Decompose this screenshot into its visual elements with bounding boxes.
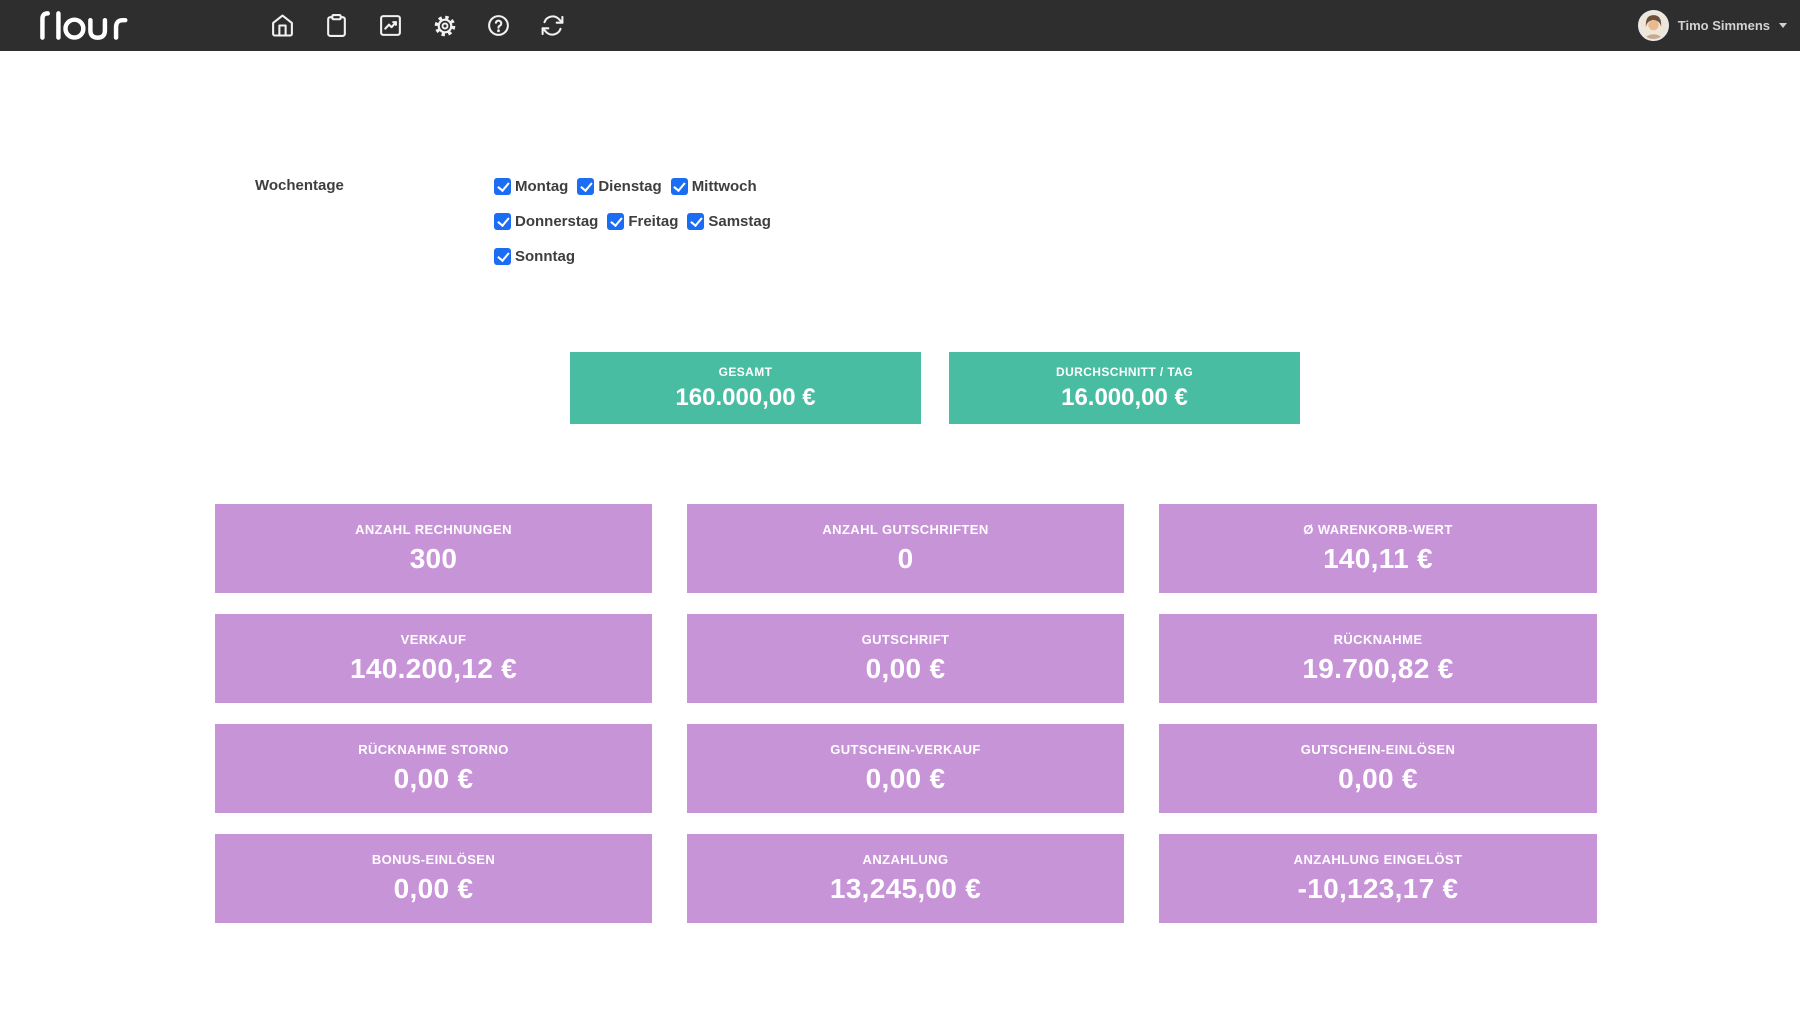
card-label: BONUS-EINLÖSEN <box>371 852 496 867</box>
card-value: 19.700,82 € <box>1302 653 1454 684</box>
freitag-checkbox[interactable] <box>607 213 625 230</box>
weekday-checkbox-samstag[interactable]: Samstag <box>687 213 771 230</box>
flour-logo[interactable] <box>28 10 146 41</box>
card-label: ANZAHLUNG <box>862 852 949 867</box>
card-label: VERKAUF <box>400 632 467 647</box>
top-navbar: Timo Simmens <box>0 0 1800 51</box>
card-value: 0,00 € <box>865 653 946 684</box>
metric-card-anzahl-gutschriften: ANZAHL GUTSCHRIFTEN 0 <box>687 504 1124 593</box>
weekday-checkbox-sonntag[interactable]: Sonntag <box>494 248 575 265</box>
card-label: RÜCKNAHME <box>1333 632 1423 647</box>
weekday-row-2: Donnerstag Freitag Samstag <box>494 204 780 239</box>
help-nav-button[interactable] <box>485 12 512 39</box>
metrics-grid: ANZAHL RECHNUNGEN 300 ANZAHL GUTSCHRIFTE… <box>215 504 1597 923</box>
samstag-checkbox[interactable] <box>687 213 705 230</box>
weekday-checkbox-dienstag[interactable]: Dienstag <box>577 178 662 195</box>
home-nav-button[interactable] <box>269 12 296 39</box>
settings-gear-icon <box>434 15 455 36</box>
clipboard-icon <box>327 14 346 37</box>
user-avatar <box>1637 10 1669 41</box>
metric-card-anzahl-rechnungen: ANZAHL RECHNUNGEN 300 <box>215 504 652 593</box>
weekday-checkbox-freitag[interactable]: Freitag <box>607 213 678 230</box>
weekday-row-3: Sonntag <box>494 239 780 274</box>
summary-cards: GESAMT 160.000,00 € DURCHSCHNITT / TAG 1… <box>570 352 1300 424</box>
card-value: 0,00 € <box>393 763 474 794</box>
card-value: 0 <box>897 543 914 574</box>
card-label: GESAMT <box>718 364 773 379</box>
metric-card-anzahlung-eingeloest: ANZAHLUNG EINGELÖST -10,123,17 € <box>1159 834 1597 923</box>
card-label: GUTSCHEIN-EINLÖSEN <box>1300 742 1456 757</box>
card-label: ANZAHL GUTSCHRIFTEN <box>822 522 989 537</box>
card-value: 0,00 € <box>393 873 474 904</box>
help-icon <box>488 15 509 36</box>
sonntag-checkbox[interactable] <box>494 248 511 265</box>
metric-card-verkauf: VERKAUF 140.200,12 € <box>215 614 652 703</box>
metric-card-gutschrift: GUTSCHRIFT 0,00 € <box>687 614 1124 703</box>
card-label: GUTSCHEIN-VERKAUF <box>830 742 981 757</box>
analytics-chart-icon <box>380 15 401 36</box>
flour-logo-icon <box>40 11 128 40</box>
metric-card-ruecknahme-storno: RÜCKNAHME STORNO 0,00 € <box>215 724 652 813</box>
card-label: RÜCKNAHME STORNO <box>358 742 509 757</box>
weekday-checkbox-montag[interactable]: Montag <box>494 178 568 195</box>
card-label: DURCHSCHNITT / TAG <box>1056 364 1193 379</box>
weekday-row-1: Montag Dienstag Mittwoch <box>494 169 780 204</box>
metric-card-warenkorb-wert: Ø WARENKORB-WERT 140,11 € <box>1159 504 1597 593</box>
card-value: -10,123,17 € <box>1297 873 1459 904</box>
card-label: GUTSCHRIFT <box>861 632 950 647</box>
card-value: 13,245,00 € <box>829 873 982 904</box>
summary-card-durchschnitt: DURCHSCHNITT / TAG 16.000,00 € <box>949 352 1300 424</box>
metric-card-gutschein-einloesen: GUTSCHEIN-EINLÖSEN 0,00 € <box>1159 724 1597 813</box>
card-label: ANZAHLUNG EINGELÖST <box>1293 852 1463 867</box>
metric-card-bonus-einloesen: BONUS-EINLÖSEN 0,00 € <box>215 834 652 923</box>
refresh-nav-button[interactable] <box>539 12 566 39</box>
analytics-nav-button[interactable] <box>377 12 404 39</box>
card-value: 140,11 € <box>1323 543 1433 574</box>
weekday-checkbox-donnerstag[interactable]: Donnerstag <box>494 213 598 230</box>
card-value: 140.200,12 € <box>349 653 518 684</box>
donnerstag-checkbox[interactable] <box>494 213 511 230</box>
user-menu[interactable]: Timo Simmens <box>1637 0 1787 51</box>
card-value: 160.000,00 € <box>675 383 816 411</box>
dienstag-checkbox[interactable] <box>577 178 595 195</box>
summary-card-gesamt: GESAMT 160.000,00 € <box>570 352 921 424</box>
user-name: Timo Simmens <box>1677 18 1770 33</box>
montag-checkbox[interactable] <box>494 178 511 195</box>
card-value: 0,00 € <box>1338 763 1418 794</box>
card-label: ANZAHL RECHNUNGEN <box>355 522 512 537</box>
mittwoch-checkbox[interactable] <box>670 178 688 195</box>
card-label: Ø WARENKORB-WERT <box>1303 522 1453 537</box>
card-value: 300 <box>409 543 458 574</box>
clipboard-nav-button[interactable] <box>323 12 350 39</box>
refresh-icon <box>541 15 564 36</box>
home-icon <box>272 14 293 37</box>
metric-card-anzahlung: ANZAHLUNG 13,245,00 € <box>687 834 1124 923</box>
weekdays-checkbox-group: Montag Dienstag Mittwoch Donnerstag Frei… <box>494 169 780 274</box>
weekdays-filter-label: Wochentage <box>255 177 344 194</box>
main-navigation <box>269 0 566 51</box>
metric-card-ruecknahme: RÜCKNAHME 19.700,82 € <box>1159 614 1597 703</box>
weekday-checkbox-mittwoch[interactable]: Mittwoch <box>670 178 757 195</box>
card-value: 16.000,00 € <box>1061 383 1188 411</box>
metric-card-gutschein-verkauf: GUTSCHEIN-VERKAUF 0,00 € <box>687 724 1124 813</box>
card-value: 0,00 € <box>865 763 946 794</box>
chevron-down-icon <box>1779 23 1787 28</box>
settings-nav-button[interactable] <box>431 12 458 39</box>
